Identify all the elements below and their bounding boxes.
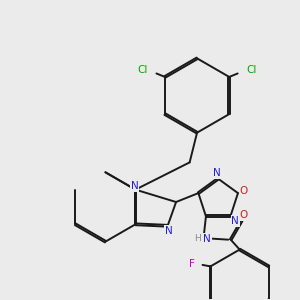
Text: N: N — [232, 216, 239, 226]
Text: H: H — [194, 234, 200, 243]
Text: N: N — [203, 234, 211, 244]
Text: F: F — [189, 259, 195, 269]
Text: O: O — [240, 186, 248, 196]
Text: Cl: Cl — [246, 64, 257, 74]
Text: N: N — [165, 226, 172, 236]
Text: N: N — [130, 181, 138, 191]
Text: Cl: Cl — [137, 64, 148, 74]
Text: N: N — [213, 168, 221, 178]
Text: O: O — [239, 210, 248, 220]
